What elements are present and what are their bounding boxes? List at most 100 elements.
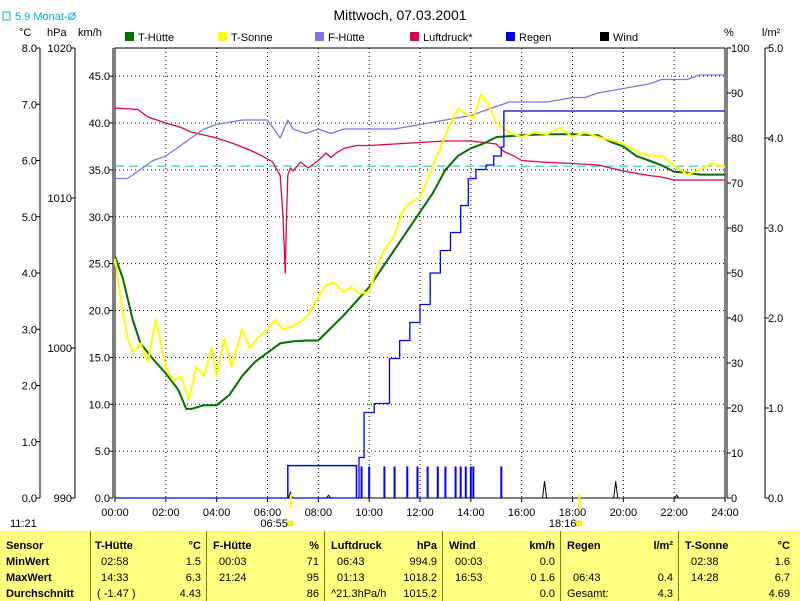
- axes: 00:00 02:00 04:00 06:00 08:00 10:00 12:00 14:00…: [22, 43, 784, 519]
- x-tick-label: 00:00: [101, 507, 129, 519]
- regen-max-value: 0.4: [657, 572, 673, 584]
- header-t-sonne: T-Sonne: [685, 540, 729, 552]
- t-huette-avg-trend: ( -1.47 ): [97, 588, 136, 600]
- wind-min-time: 00:03: [455, 556, 483, 568]
- legend-swatch: [506, 32, 515, 41]
- rain_lm2-tick-label: 2.0: [768, 313, 783, 325]
- legend-swatch: [410, 32, 419, 41]
- t-huette-avg-value: 4.43: [179, 588, 201, 600]
- row-label-min: MinWert: [6, 556, 50, 568]
- t-huette-max-value: 6.3: [185, 572, 201, 584]
- x-tick-label: 10:00: [355, 507, 383, 519]
- x-tick-label: 04:00: [203, 507, 231, 519]
- pressure_hpa-tick-label: 990: [54, 493, 72, 505]
- f-huette-min-value: 71: [306, 556, 319, 568]
- wind_kmh-tick-label: 7.0: [22, 99, 37, 111]
- stats-col-t-sonne: T-Sonne °C 02:38 1.6 14:28 6.7 4.69: [678, 531, 800, 601]
- series-line-tsonne: [114, 93, 726, 401]
- t-huette-max-time: 14:33: [101, 572, 129, 584]
- chart-title: Mittwoch, 07.03.2001: [333, 7, 466, 23]
- t-sonne-max-time: 14:28: [691, 572, 719, 584]
- header-regen: Regen: [567, 540, 601, 552]
- t-sonne-max-value: 6.7: [774, 572, 790, 584]
- humidity_pct-tick-label: 60: [731, 223, 743, 235]
- unit-percent: %: [724, 27, 734, 39]
- temperature_c-tick-label: 15.0: [89, 352, 110, 364]
- header-t-huette: T-Hütte: [95, 540, 133, 552]
- f-huette-min-time: 00:03: [219, 556, 247, 568]
- wind-spike: [326, 494, 331, 499]
- x-tick-label: 16:00: [508, 507, 536, 519]
- pressure_hpa-tick-label: 1020: [48, 43, 72, 55]
- wind_kmh-tick-label: 0.0: [22, 493, 37, 505]
- humidity_pct-tick-label: 30: [731, 358, 743, 370]
- stats-table: Sensor MinWert MaxWert Durchschnitt T-Hü…: [0, 531, 800, 601]
- time-markers: 11:21 06:55 18:16: [10, 494, 582, 530]
- temperature_c-tick-label: 10.0: [89, 399, 110, 411]
- wind_kmh-tick-label: 5.0: [22, 212, 37, 224]
- luftdruck-max-value: 1018.2: [403, 572, 437, 584]
- humidity_pct-tick-label: 20: [731, 403, 743, 415]
- rain-cumulative-line: [115, 110, 725, 499]
- row-label-max: MaxWert: [6, 572, 52, 584]
- x-tick-label: 14:00: [457, 507, 485, 519]
- header-wind-unit: km/h: [529, 540, 555, 552]
- unit-hpa: hPa: [47, 27, 67, 39]
- luftdruck-max-time: 01:13: [337, 572, 365, 584]
- humidity_pct-tick-label: 40: [731, 313, 743, 325]
- regen-total-value: 4.3: [657, 588, 673, 600]
- avg-line-icon: [2, 11, 11, 21]
- x-tick-label: 24:00: [711, 507, 739, 519]
- humidity_pct-tick-label: 0: [731, 493, 737, 505]
- wind_kmh-tick-label: 6.0: [22, 156, 37, 168]
- legend-label: F-Hütte: [328, 32, 365, 44]
- series-line-fhtte: [115, 74, 725, 180]
- legend-label: T-Hütte: [138, 32, 174, 44]
- humidity_pct-tick-label: 100: [731, 43, 749, 55]
- temperature_c-tick-label: 30.0: [89, 212, 110, 224]
- wind-max-value: 0 1.6: [530, 572, 555, 584]
- x-tick-label: 12:00: [406, 507, 434, 519]
- sun-marker-icon: [576, 520, 582, 527]
- row-label-avg: Durchschnitt: [6, 588, 74, 600]
- x-tick-label: 02:00: [152, 507, 180, 519]
- rain-intensity-band: [287, 464, 358, 498]
- sun-time-label: 06:55: [260, 518, 288, 530]
- temperature_c-tick-label: 20.0: [89, 306, 110, 318]
- stats-col-f-huette: F-Hütte % 00:03 71 21:24 95 86: [206, 531, 325, 601]
- x-tick-label: 06:00: [254, 507, 282, 519]
- rain_lm2-tick-label: 4.0: [768, 133, 783, 145]
- legend-swatch: [600, 32, 609, 41]
- wind-max-time: 16:53: [455, 572, 483, 584]
- unit-celsius: °C: [19, 27, 31, 39]
- pressure_hpa-tick-label: 1000: [48, 343, 72, 355]
- x-tick-label: 08:00: [305, 507, 333, 519]
- x-tick-label: 22:00: [660, 507, 688, 519]
- rain_lm2-tick-label: 3.0: [768, 223, 783, 235]
- f-huette-avg-value: 86: [306, 588, 319, 600]
- header-f-huette: F-Hütte: [213, 540, 252, 552]
- f-huette-max-time: 21:24: [219, 572, 247, 584]
- regen-total-label: Gesamt:: [567, 588, 609, 600]
- stats-col-luftdruck: Luftdruck hPa 06:43 994.9 01:13 1018.2 ^…: [324, 531, 443, 601]
- legend-label: Luftdruck*: [423, 32, 473, 44]
- header-t-huette-unit: °C: [188, 540, 201, 552]
- humidity_pct-tick-label: 10: [731, 448, 743, 460]
- x-tick-label: 20:00: [610, 507, 638, 519]
- t-huette-min-value: 1.5: [185, 556, 201, 568]
- rain_lm2-tick-label: 1.0: [768, 403, 783, 415]
- rain_lm2-tick-label: 0.0: [768, 493, 783, 505]
- pressure_hpa-tick-label: 1010: [48, 193, 72, 205]
- t-sonne-avg-value: 4.69: [768, 588, 790, 600]
- f-huette-max-value: 95: [306, 572, 319, 584]
- header-luftdruck-unit: hPa: [416, 540, 437, 552]
- wind-min-value: 0.0: [539, 556, 555, 568]
- legend-swatch: [218, 32, 227, 41]
- header-wind: Wind: [449, 540, 476, 552]
- legend-swatch: [125, 32, 134, 41]
- wind_kmh-tick-label: 4.0: [22, 268, 37, 280]
- series-line-luftdruck: [114, 107, 725, 274]
- header-f-huette-unit: %: [309, 540, 319, 552]
- stats-col-t-huette: T-Hütte °C 02:58 1.5 14:33 6.3 ( -1.47 )…: [90, 531, 207, 601]
- regen-max-time: 06:43: [573, 572, 601, 584]
